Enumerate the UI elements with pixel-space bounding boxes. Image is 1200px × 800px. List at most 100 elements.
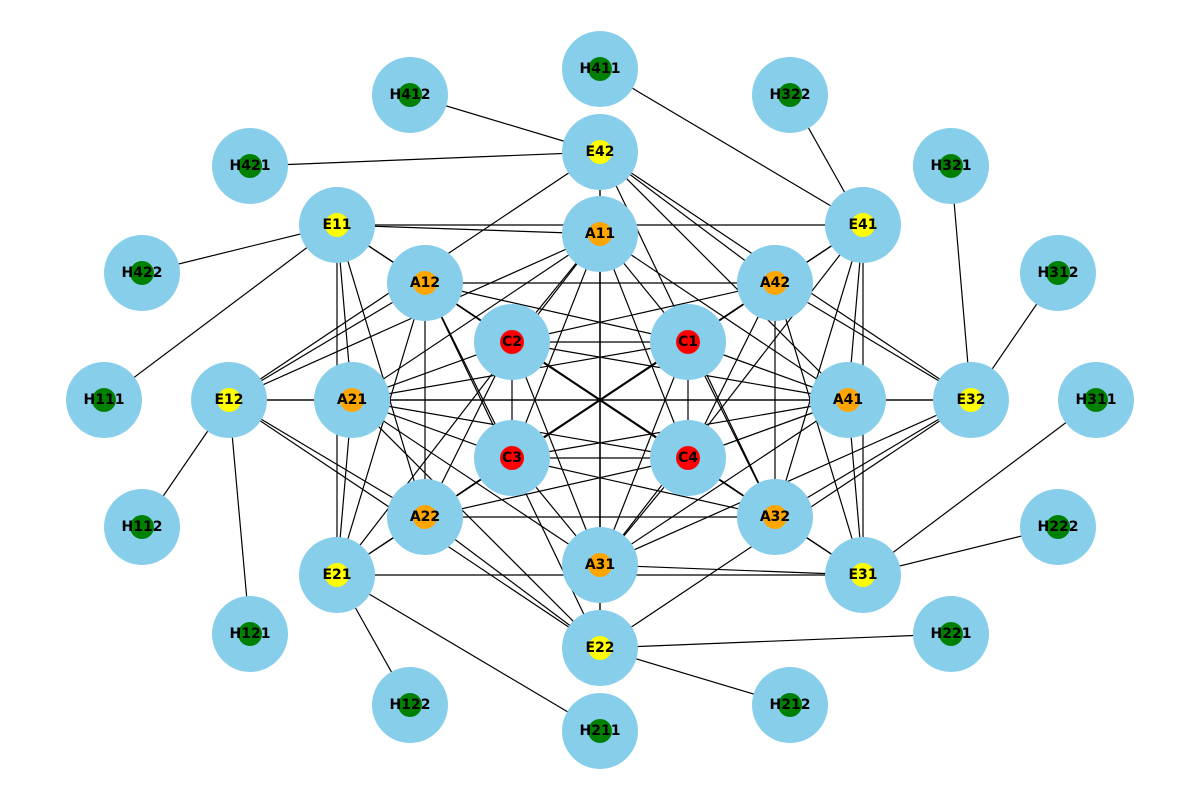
node-marker <box>588 636 612 660</box>
node-label: H121 <box>230 626 271 642</box>
edge-e12-a22 <box>228 399 426 518</box>
edge-a11-c4 <box>599 233 689 459</box>
edge-a31-c2 <box>511 341 601 566</box>
node-label: A42 <box>760 275 790 291</box>
node-label: H422 <box>122 265 163 281</box>
node-marker <box>676 330 700 354</box>
node-marker <box>413 505 437 529</box>
node-label: E31 <box>848 567 877 583</box>
node-c3: C3 <box>474 420 550 496</box>
node-marker <box>588 222 612 246</box>
edge-h211-e21 <box>336 574 601 732</box>
node-c2: C2 <box>474 304 550 380</box>
node-c4: C4 <box>650 420 726 496</box>
edge-e31-a31 <box>599 564 864 576</box>
node-marker <box>238 622 262 646</box>
node-h322: H322 <box>752 57 828 133</box>
node-h421: H421 <box>212 128 288 204</box>
node-marker <box>398 693 422 717</box>
edge-e22-a21 <box>351 399 601 649</box>
node-marker <box>217 388 241 412</box>
node-label: H421 <box>230 158 271 174</box>
node-marker <box>588 140 612 164</box>
edge-e32-a42 <box>774 282 972 401</box>
node-h112: H112 <box>104 489 180 565</box>
node-label: H212 <box>770 697 811 713</box>
node-label: A12 <box>410 275 440 291</box>
edge-h421-e42 <box>249 151 601 167</box>
edge-e42-a41 <box>599 151 849 401</box>
node-e32: E32 <box>933 362 1009 438</box>
node-a31: A31 <box>562 527 638 603</box>
node-marker <box>238 154 262 178</box>
edge-e12-a12 <box>228 282 426 401</box>
node-e21: E21 <box>299 537 375 613</box>
node-marker <box>1046 261 1070 285</box>
node-marker <box>1046 515 1070 539</box>
edge-a42-c2 <box>511 282 776 343</box>
node-label: H412 <box>390 87 431 103</box>
node-label: H211 <box>580 723 621 739</box>
node-marker <box>763 271 787 295</box>
edge-h221-e22 <box>599 633 952 649</box>
node-a21: A21 <box>314 362 390 438</box>
edge-e11-a22 <box>336 224 426 518</box>
node-label: H122 <box>390 697 431 713</box>
node-e22: E22 <box>562 610 638 686</box>
node-label: H221 <box>931 626 972 642</box>
node-marker <box>588 57 612 81</box>
node-h121: H121 <box>212 596 288 672</box>
node-label: C2 <box>502 334 522 350</box>
node-label: E42 <box>585 144 614 160</box>
node-label: C4 <box>678 450 698 466</box>
node-h311: H311 <box>1058 362 1134 438</box>
edge-e41-a31 <box>599 224 864 566</box>
edge-e21-a11 <box>336 233 601 576</box>
edge-h311-e31 <box>862 399 1097 576</box>
node-marker <box>340 388 364 412</box>
node-marker <box>939 154 963 178</box>
edge-e11-a11 <box>336 224 601 235</box>
node-marker <box>325 213 349 237</box>
node-label: E11 <box>322 217 351 233</box>
node-marker <box>130 515 154 539</box>
node-h122: H122 <box>372 667 448 743</box>
node-marker <box>851 563 875 587</box>
node-marker <box>413 271 437 295</box>
node-h222: H222 <box>1020 489 1096 565</box>
node-layer: C1 C2 C3 C4 A11 A12 A21 A22 A31 A32 A41 A42 E11 E12 E2… <box>66 31 1134 769</box>
node-label: E22 <box>585 640 614 656</box>
edge-a22-c4 <box>424 457 689 518</box>
node-label: A22 <box>410 509 440 525</box>
edge-a31-c1 <box>599 341 689 566</box>
edge-e32-a32 <box>774 399 972 518</box>
node-marker <box>92 388 116 412</box>
node-label: A41 <box>833 392 863 408</box>
edge-a12-c1 <box>424 282 689 343</box>
node-c1: C1 <box>650 304 726 380</box>
node-h422: H422 <box>104 235 180 311</box>
node-label: A11 <box>585 226 615 242</box>
node-marker <box>676 446 700 470</box>
node-marker <box>588 553 612 577</box>
node-label: E12 <box>214 392 243 408</box>
edge-h121-e12 <box>228 399 251 635</box>
node-label: E41 <box>848 217 877 233</box>
node-marker <box>836 388 860 412</box>
node-label: H111 <box>84 392 125 408</box>
node-label: H322 <box>770 87 811 103</box>
node-marker <box>500 446 524 470</box>
node-label: H321 <box>931 158 972 174</box>
node-label: H112 <box>122 519 163 535</box>
node-a11: A11 <box>562 196 638 272</box>
edge-h321-e32 <box>950 165 972 401</box>
node-marker <box>939 622 963 646</box>
node-marker <box>500 330 524 354</box>
node-h211: H211 <box>562 693 638 769</box>
edge-a11-c3 <box>511 233 601 459</box>
node-a32: A32 <box>737 479 813 555</box>
node-e11: E11 <box>299 187 375 263</box>
node-marker <box>851 213 875 237</box>
node-marker <box>778 83 802 107</box>
